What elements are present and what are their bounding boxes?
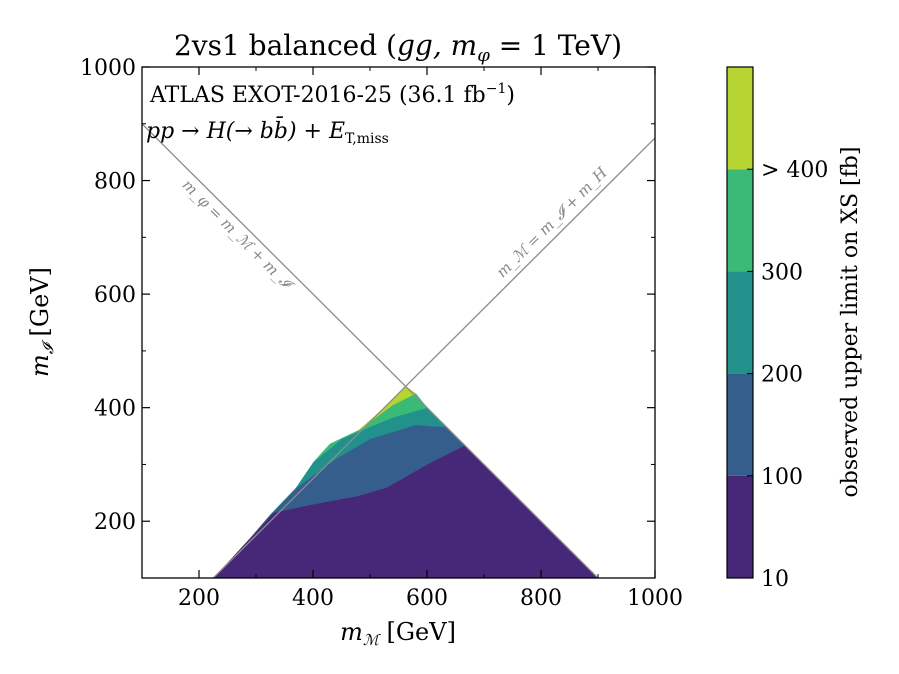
x-tick-label: 400 — [292, 586, 334, 611]
mphi-line-label: m_φ = m_ℳ + m_𝓘 — [179, 176, 299, 295]
xlabel-sub: ℳ — [363, 631, 381, 649]
y-tick-label: 200 — [94, 510, 136, 535]
y-tick-label: 800 — [94, 170, 136, 195]
title-gg: gg — [397, 29, 433, 62]
plot-frame — [141, 66, 656, 579]
colorbar-tick-label: 100 — [761, 465, 803, 490]
y-tick-label: 1000 — [80, 56, 136, 81]
colorbar: 10 100 200 300 > 400 — [726, 66, 828, 592]
experiment-annotation: ATLAS EXOT-2016-25 (36.1 fb−1) — [149, 81, 515, 108]
colorbar-band — [727, 169, 753, 272]
x-tick-label: 1000 — [627, 586, 683, 611]
xlabel-unit: [GeV] — [379, 618, 456, 646]
colorbar-tick-label: 10 — [761, 567, 789, 592]
title-phi-sub: φ — [477, 45, 490, 66]
colorbar-frame — [726, 66, 754, 579]
colorbar-band — [727, 271, 753, 374]
title-eq: = 1 TeV) — [490, 29, 622, 62]
colorbar-tick-label: 300 — [761, 260, 803, 285]
lumi-exponent: −1 — [486, 81, 507, 97]
colorbar-label: observed upper limit on XS [fb] — [838, 147, 863, 498]
x-tick-label: 200 — [178, 586, 220, 611]
contour-regions — [213, 386, 598, 578]
ylabel-unit: [GeV] — [26, 267, 54, 344]
x-axis-label: mℳ [GeV] — [340, 618, 456, 649]
title-m: , m — [433, 29, 477, 62]
colorbar-tick-label: 200 — [761, 363, 803, 388]
lumi-close: ) — [506, 83, 515, 108]
m_phi_line — [142, 123, 599, 578]
xlabel-m: m — [340, 618, 363, 646]
colorbar-band — [727, 67, 753, 170]
process-text: pp → H(→ bb̄) + E — [146, 116, 345, 144]
x-tick-label: 600 — [406, 586, 448, 611]
process-sub: T,miss — [345, 131, 389, 147]
x-axis-ticks: 200 400 600 800 1000 — [141, 67, 683, 611]
x-tick-label: 800 — [520, 586, 562, 611]
experiment-text: ATLAS EXOT-2016-25 (36.1 fb — [149, 83, 486, 108]
colorbar-band — [727, 373, 753, 476]
title-lead: 2vs1 balanced ( — [174, 29, 397, 62]
mM-line-label: m_ℳ = m_𝓘 + m_H — [493, 163, 612, 281]
y-axis-label: m𝓘 [GeV] — [26, 267, 57, 377]
y-tick-label: 400 — [94, 397, 136, 422]
y-tick-label: 600 — [94, 283, 136, 308]
ylabel-m: m — [26, 354, 54, 377]
colorbar-tick-label: > 400 — [761, 158, 828, 183]
process-annotation: pp → H(→ bb̄) + ET,miss — [146, 116, 389, 147]
diagonal-lines — [142, 123, 655, 578]
y-axis-ticks: 200 400 600 800 1000 — [80, 56, 655, 579]
colorbar-band — [727, 475, 753, 578]
chart-title: 2vs1 balanced (gg, mφ = 1 TeV) — [174, 29, 622, 66]
m_M_line — [212, 137, 655, 578]
